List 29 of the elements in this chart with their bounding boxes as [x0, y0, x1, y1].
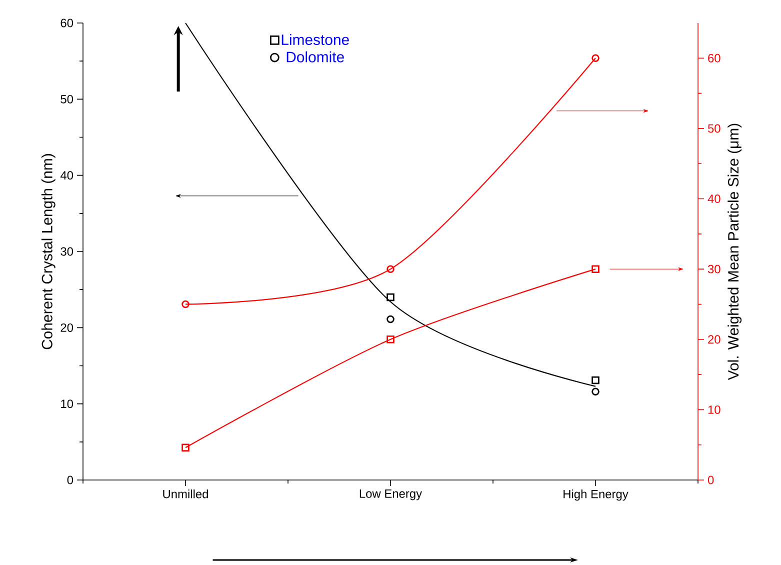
- y-tick-label: 20: [60, 323, 74, 332]
- point: [592, 388, 600, 396]
- point: [386, 293, 394, 302]
- y2-tick-label: 30: [708, 264, 720, 274]
- point: [592, 265, 600, 273]
- y-tick-label: 10: [61, 400, 74, 408]
- point: [386, 335, 394, 344]
- point: [386, 315, 394, 324]
- y-tick-label: 40: [60, 171, 74, 180]
- legend-label: Dolomite: [286, 51, 344, 62]
- y-tick-label: 60: [60, 18, 74, 28]
- x-tick-label: Low Energy: [360, 490, 422, 500]
- y-tick-label: 30: [60, 247, 74, 256]
- point: [386, 265, 394, 273]
- y2-tick-label: 50: [708, 124, 720, 133]
- point: [182, 444, 190, 452]
- legend-label: Limestone: [282, 34, 349, 46]
- y2-tick-label: 10: [708, 405, 720, 414]
- point: [592, 376, 600, 384]
- y2-tick-label: 0: [708, 476, 714, 484]
- x-tick-label: Unmilled: [163, 490, 208, 498]
- x-tick-label: High Energy: [564, 490, 628, 501]
- y2-axis-title: Vol. Weighted Mean Particle Size (μm): [728, 124, 742, 380]
- y2-tick-label: 40: [708, 194, 720, 203]
- y-axis-title: Coherent Crystal Length (nm): [41, 154, 56, 350]
- y2-tick-label: 20: [708, 335, 720, 344]
- y2-tick-label: 60: [708, 54, 720, 62]
- y-tick-label: 0: [67, 476, 74, 484]
- y-tick-label: 50: [60, 94, 74, 104]
